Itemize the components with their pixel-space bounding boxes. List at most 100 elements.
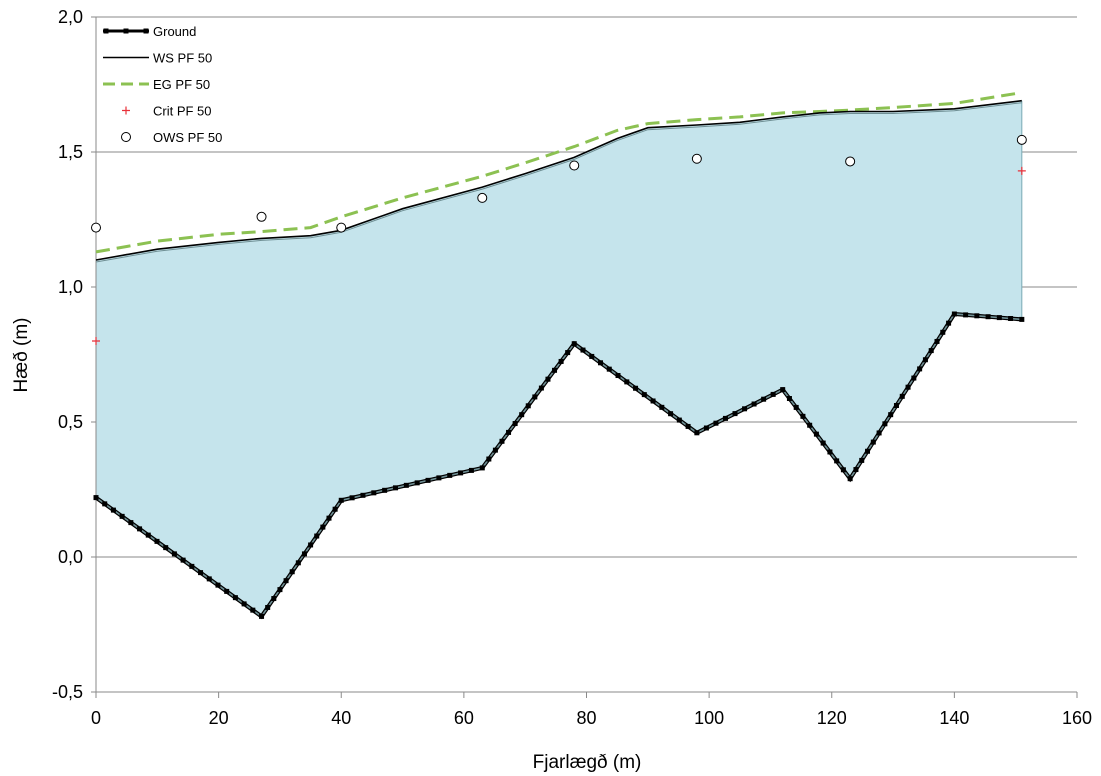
ground-marker: [320, 524, 326, 530]
legend-label: WS PF 50: [153, 51, 212, 66]
ground-marker: [110, 507, 116, 513]
ground-marker: [538, 385, 544, 391]
ground-marker: [615, 373, 621, 379]
ground-marker: [301, 551, 307, 557]
ground-marker: [314, 533, 320, 539]
ground-marker: [506, 429, 512, 435]
ground-marker: [800, 413, 806, 419]
legend-label: Ground: [153, 24, 196, 39]
ground-marker: [338, 497, 344, 503]
ground-marker: [198, 570, 204, 576]
y-axis-title: Hæð (m): [11, 318, 32, 393]
series-layer: [91, 91, 1027, 620]
ground-marker: [265, 604, 271, 610]
x-tick-label: 60: [454, 708, 474, 728]
x-tick-label: 0: [91, 708, 101, 728]
ground-marker: [847, 476, 853, 482]
ground-marker: [545, 376, 551, 382]
legend-marker: [143, 28, 149, 34]
legend-entry: Crit PF 50: [122, 104, 212, 119]
ground-marker: [224, 588, 230, 594]
ground-marker: [295, 560, 301, 566]
ground-marker: [793, 404, 799, 410]
x-tick-label: 140: [939, 708, 969, 728]
ground-marker: [859, 457, 865, 463]
ows-point: [691, 153, 702, 164]
x-tick-label: 160: [1062, 708, 1092, 728]
ground-marker: [232, 595, 238, 601]
ground-marker: [145, 532, 151, 538]
ground-marker: [486, 456, 492, 462]
ground-marker: [770, 391, 776, 397]
ground-marker: [703, 425, 709, 431]
ws-line-shadow: [95, 102, 1022, 263]
ground-marker: [580, 347, 586, 353]
y-tick-label: 0,5: [58, 412, 83, 432]
legend-label: Crit PF 50: [153, 104, 212, 119]
ows-point: [569, 160, 580, 171]
ground-marker: [624, 379, 630, 385]
y-tick-label: 0,0: [58, 547, 83, 567]
ground-marker: [865, 448, 871, 454]
ground-marker: [512, 421, 518, 427]
ground-marker: [571, 341, 577, 347]
ground-marker: [565, 350, 571, 356]
ground-marker: [371, 490, 377, 496]
ground-marker: [558, 358, 564, 364]
ground-marker: [163, 545, 169, 551]
ground-marker: [668, 411, 674, 417]
crit-point: [92, 337, 100, 345]
ground-marker: [289, 569, 295, 575]
axis-layer: -0,5 0,0 0,5 1,0 1,5 2,0 0 20 40 60 80 100 120 140 160: [52, 7, 1092, 728]
ground-marker: [827, 449, 833, 455]
ground-marker: [922, 357, 928, 363]
legend-swatch-crit: [122, 106, 130, 115]
legend: Ground WS PF 50 EG PF 50 Crit PF 50 OWS PF 5…: [103, 24, 222, 145]
ground-marker: [479, 465, 485, 471]
water-area-fill: [96, 100, 1022, 617]
ground-marker: [722, 415, 728, 421]
ground-marker: [206, 576, 212, 582]
ground-marker: [786, 396, 792, 402]
ground-marker: [1019, 316, 1025, 322]
ows-point: [336, 222, 347, 233]
y-tick-label: 1,0: [58, 277, 83, 297]
ground-marker: [326, 515, 332, 521]
ground-marker: [250, 607, 256, 613]
eg-line: [95, 91, 1023, 254]
ground-marker: [882, 421, 888, 427]
ground-marker: [676, 417, 682, 423]
ows-point: [91, 222, 101, 233]
ground-marker: [911, 375, 917, 381]
ground-marker: [694, 430, 700, 436]
ground-marker: [102, 501, 108, 507]
ground-marker: [525, 403, 531, 409]
ground-marker: [598, 360, 604, 366]
ground-marker: [271, 596, 277, 602]
ground-marker: [589, 353, 595, 359]
ground-marker: [742, 406, 748, 412]
x-tick-label: 20: [209, 708, 229, 728]
ground-marker: [963, 312, 969, 318]
ground-marker: [382, 487, 388, 493]
ground-marker: [974, 313, 980, 319]
ground-marker: [128, 520, 134, 526]
ground-marker: [876, 430, 882, 436]
legend-marker: [123, 28, 129, 34]
crit-point: [1017, 166, 1026, 175]
legend-entry: OWS PF 50: [121, 130, 222, 145]
ground-marker: [820, 440, 826, 446]
ground-marker: [650, 398, 656, 404]
ground-marker: [985, 314, 991, 320]
ground-marker: [308, 542, 314, 548]
legend-label: EG PF 50: [153, 77, 210, 92]
ws-line: [95, 99, 1022, 261]
ows-point: [1016, 134, 1027, 145]
x-tick-label: 80: [576, 708, 596, 728]
ows-point: [845, 156, 856, 167]
y-tick-label: 1,5: [58, 142, 83, 162]
x-tick-label: 120: [817, 708, 847, 728]
ground-marker: [552, 367, 558, 373]
ground-marker: [899, 393, 905, 399]
